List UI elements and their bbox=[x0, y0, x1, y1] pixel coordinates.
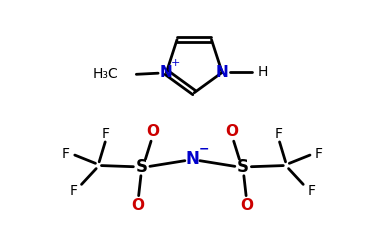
Text: F: F bbox=[69, 184, 77, 198]
Text: N: N bbox=[160, 65, 173, 80]
Text: O: O bbox=[240, 198, 253, 213]
Text: S: S bbox=[237, 159, 249, 176]
Text: F: F bbox=[307, 184, 315, 198]
Text: +: + bbox=[171, 58, 181, 68]
Text: H₃C: H₃C bbox=[93, 67, 118, 81]
Text: −: − bbox=[199, 142, 209, 155]
Text: F: F bbox=[275, 127, 283, 141]
Text: O: O bbox=[131, 198, 144, 213]
Text: F: F bbox=[62, 147, 70, 161]
Text: S: S bbox=[136, 159, 148, 176]
Text: O: O bbox=[146, 124, 159, 139]
Text: F: F bbox=[102, 127, 110, 141]
Text: F: F bbox=[315, 147, 323, 161]
Text: O: O bbox=[225, 124, 239, 139]
Text: N: N bbox=[186, 150, 199, 168]
Text: N: N bbox=[216, 65, 229, 80]
Text: H: H bbox=[258, 65, 268, 80]
